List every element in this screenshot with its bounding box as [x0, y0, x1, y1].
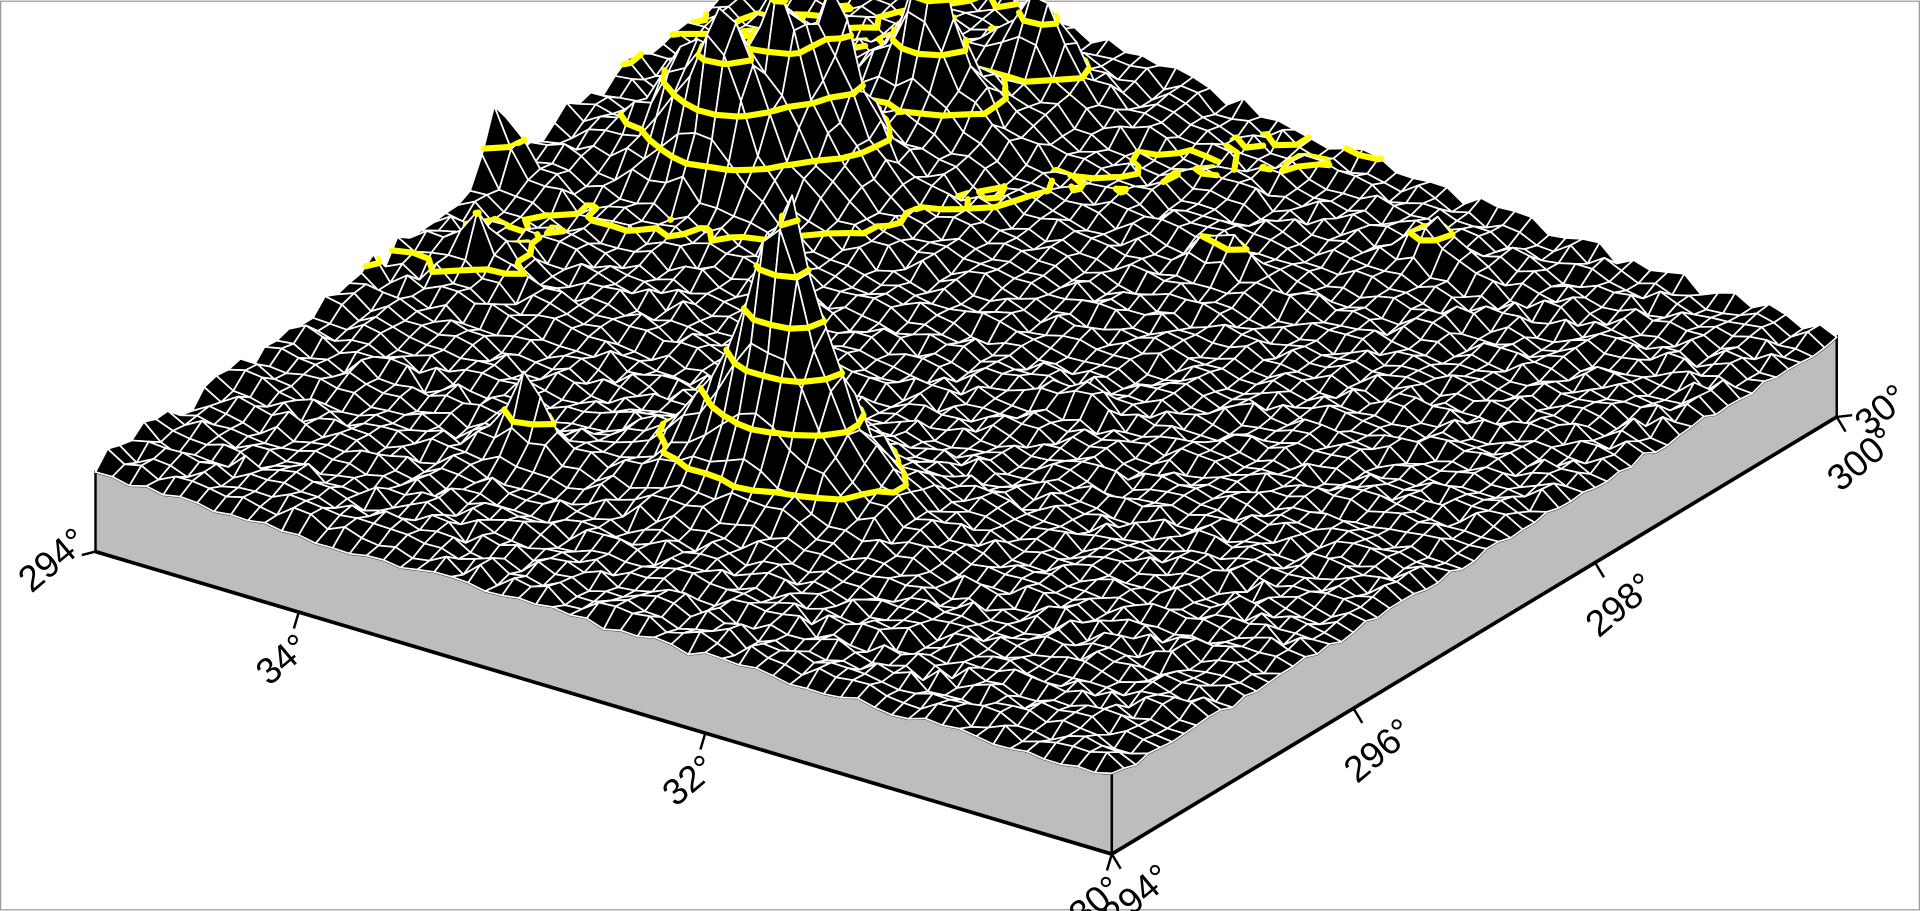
- x-tick-label: 298°: [1578, 564, 1663, 644]
- x-tick: [1112, 854, 1121, 869]
- contour: [851, 94, 854, 95]
- contour: [712, 237, 731, 240]
- contour: [898, 112, 903, 113]
- contour: [672, 34, 678, 35]
- contour: [830, 94, 851, 97]
- contour: [1121, 174, 1138, 178]
- contour: [799, 234, 824, 236]
- contour: [743, 237, 764, 240]
- contour: [790, 53, 800, 54]
- contour: [793, 435, 817, 436]
- contour: [768, 52, 790, 54]
- contour: [547, 231, 563, 233]
- contour: [879, 39, 884, 45]
- contour: [790, 328, 809, 329]
- y-tick-label: 34°: [248, 626, 317, 693]
- contour: [781, 380, 797, 382]
- contour: [952, 1, 969, 4]
- x2-tick-label: 294°: [10, 520, 95, 600]
- contour: [686, 164, 706, 167]
- x-tick: [1595, 563, 1604, 578]
- contour: [1121, 191, 1125, 192]
- contour: [818, 158, 841, 160]
- contour: [1202, 174, 1216, 176]
- contour: [513, 422, 534, 425]
- contour: [918, 54, 941, 55]
- contour: [888, 223, 901, 226]
- contour: [1046, 191, 1049, 192]
- contour: [1053, 78, 1081, 80]
- contour: [967, 207, 995, 208]
- contour: [668, 234, 683, 236]
- contour: [996, 4, 1017, 7]
- contour: [392, 250, 413, 252]
- contour: [916, 207, 922, 209]
- contour: [752, 169, 766, 170]
- contour: [851, 153, 861, 155]
- contour: [1319, 164, 1329, 165]
- contour: [841, 36, 851, 39]
- contour: [525, 220, 528, 229]
- contour: [928, 0, 950, 1]
- y-tick-label: 32°: [654, 747, 723, 814]
- contour: [525, 215, 547, 219]
- contour: [623, 63, 630, 64]
- contour: [746, 112, 770, 116]
- x-tick-label: 296°: [1336, 710, 1421, 790]
- y-tick: [1107, 854, 1112, 870]
- contour: [484, 147, 511, 149]
- contour: [816, 498, 839, 500]
- y-tick: [294, 612, 299, 628]
- contour: [1093, 177, 1113, 178]
- contour: [788, 104, 810, 107]
- contour: [1163, 181, 1164, 182]
- contour: [634, 228, 656, 230]
- contour: [1158, 153, 1179, 155]
- contour: [878, 491, 894, 492]
- contour: [460, 270, 474, 271]
- contour: [943, 115, 951, 116]
- contour: [753, 491, 775, 493]
- y2-tick-label: 30°: [1847, 376, 1916, 443]
- contour: [943, 51, 965, 55]
- contour: [1025, 80, 1053, 82]
- contour: [1042, 24, 1056, 25]
- contour: [366, 263, 379, 266]
- contour: [727, 60, 751, 64]
- x-tick: [1837, 417, 1846, 432]
- contour: [790, 161, 814, 165]
- surface: [96, 0, 1837, 773]
- contour: [551, 214, 578, 216]
- chart: 30°32°34°294°296°298°300°294°30°: [0, 0, 1920, 911]
- contour: [1245, 146, 1263, 148]
- contour: [984, 198, 1000, 199]
- contour: [775, 1, 784, 2]
- x-tick: [1353, 708, 1362, 723]
- contour: [921, 114, 943, 116]
- contour: [804, 379, 826, 381]
- contour: [776, 275, 797, 277]
- contour: [1073, 189, 1079, 190]
- contour: [775, 492, 792, 495]
- contour: [715, 115, 737, 117]
- contour: [822, 432, 847, 435]
- contour: [693, 20, 705, 22]
- contour: [518, 140, 524, 143]
- contour: [1262, 168, 1270, 169]
- contour: [1297, 164, 1318, 166]
- contour: [727, 170, 735, 171]
- y-tick: [700, 733, 705, 749]
- contour: [772, 107, 788, 111]
- contour: [795, 496, 817, 498]
